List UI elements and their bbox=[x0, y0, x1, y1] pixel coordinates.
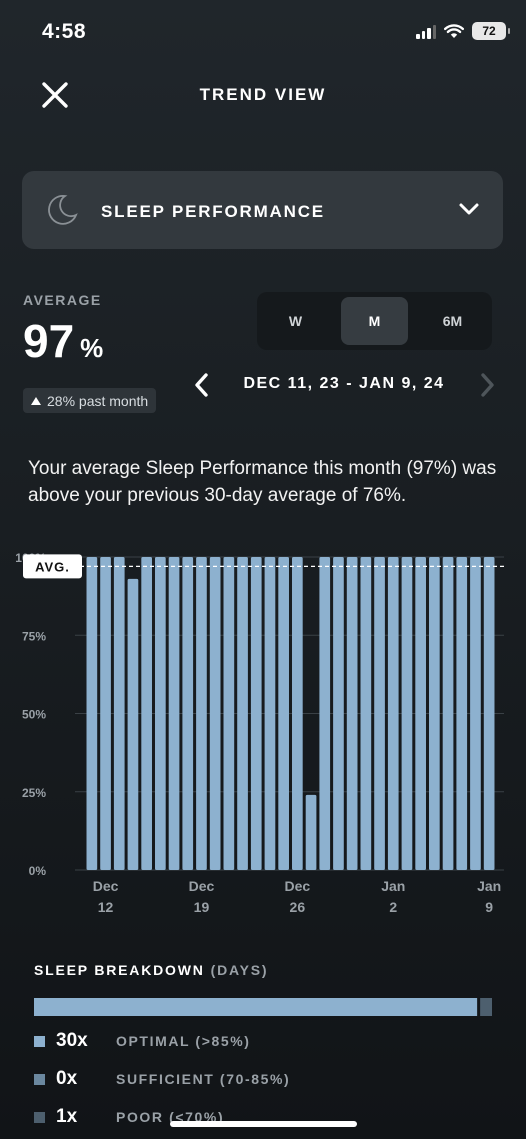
average-unit: % bbox=[80, 333, 104, 363]
status-time: 4:58 bbox=[42, 20, 87, 43]
legend-sufficient: 0x SUFFICIENT (70-85%) bbox=[34, 1068, 290, 1090]
x-tick-label: 26 bbox=[290, 899, 306, 915]
chevron-left-icon[interactable] bbox=[193, 372, 211, 398]
bar bbox=[401, 557, 413, 870]
bar bbox=[319, 557, 331, 870]
optimal-swatch bbox=[34, 1035, 45, 1047]
tab-week[interactable]: W bbox=[288, 313, 303, 329]
optimal-label: OPTIMAL (>85%) bbox=[116, 1033, 251, 1049]
status-icons: 72 bbox=[416, 22, 510, 40]
bar bbox=[223, 557, 235, 870]
optimal-count: 30x bbox=[56, 1030, 88, 1051]
cellular-signal-icon bbox=[416, 23, 436, 39]
bar bbox=[250, 557, 262, 870]
moon-icon bbox=[48, 194, 78, 225]
bar bbox=[387, 557, 399, 870]
poor-count: 1x bbox=[56, 1106, 78, 1127]
bar bbox=[483, 557, 495, 870]
bar bbox=[237, 557, 248, 870]
change-badge: 28% past month bbox=[23, 388, 157, 413]
bar bbox=[196, 557, 207, 870]
bar bbox=[305, 794, 317, 870]
bar bbox=[264, 557, 276, 870]
page-title: TREND VIEW bbox=[199, 85, 327, 104]
chevron-right-icon[interactable] bbox=[478, 372, 496, 398]
bar bbox=[429, 557, 440, 870]
breakdown-subtitle: (DAYS) bbox=[210, 962, 269, 978]
bar bbox=[346, 557, 358, 870]
bar bbox=[360, 557, 372, 870]
bar bbox=[470, 557, 481, 870]
triangle-up-icon bbox=[31, 396, 41, 405]
sleep-performance-chart: 0%25%50%75%100%AVG.Dec12Dec19Dec26Jan2Ja… bbox=[15, 551, 504, 915]
bar bbox=[442, 557, 454, 870]
poor-swatch bbox=[34, 1111, 45, 1123]
average-number: 97 bbox=[23, 315, 75, 367]
sufficient-count: 0x bbox=[56, 1068, 78, 1089]
x-tick-label: Dec bbox=[93, 878, 119, 894]
x-tick-label: 9 bbox=[485, 899, 493, 915]
change-text: 28% past month bbox=[47, 392, 149, 409]
breakdown-segment bbox=[34, 998, 478, 1016]
legend-optimal: 30x OPTIMAL (>85%) bbox=[34, 1030, 251, 1052]
average-label: AVERAGE bbox=[23, 292, 102, 308]
chevron-down-icon[interactable] bbox=[458, 200, 480, 218]
bar bbox=[374, 557, 385, 870]
bar bbox=[100, 557, 111, 870]
period-selector: W M 6M bbox=[257, 292, 492, 350]
x-tick-label: 19 bbox=[194, 899, 210, 915]
summary-text: Your average Sleep Performance this mont… bbox=[28, 458, 497, 506]
bar bbox=[86, 557, 98, 870]
average-tag-label: AVG. bbox=[35, 559, 70, 574]
bar bbox=[155, 557, 166, 870]
metric-label: SLEEP PERFORMANCE bbox=[101, 202, 325, 221]
bar bbox=[113, 557, 125, 870]
y-tick-label: 25% bbox=[22, 786, 46, 800]
bar bbox=[333, 557, 344, 870]
bar bbox=[127, 578, 139, 870]
breakdown-title: SLEEP BREAKDOWN (DAYS) bbox=[34, 962, 268, 978]
wifi-icon bbox=[444, 23, 464, 38]
bar bbox=[415, 557, 426, 870]
bar bbox=[209, 557, 221, 870]
home-indicator[interactable] bbox=[170, 1121, 357, 1127]
y-tick-label: 75% bbox=[22, 629, 46, 643]
x-tick-label: 2 bbox=[389, 899, 397, 915]
metric-selector[interactable] bbox=[22, 171, 503, 249]
breakdown-title-text: SLEEP BREAKDOWN bbox=[34, 962, 205, 978]
x-tick-label: 12 bbox=[98, 899, 114, 915]
tab-month[interactable]: M bbox=[341, 297, 408, 345]
bar bbox=[456, 557, 468, 870]
battery-icon: 72 bbox=[472, 22, 510, 40]
sufficient-swatch bbox=[34, 1073, 45, 1085]
bar bbox=[168, 557, 180, 870]
x-tick-label: Jan bbox=[477, 878, 501, 894]
x-tick-label: Jan bbox=[381, 878, 405, 894]
close-icon[interactable] bbox=[40, 80, 70, 110]
average-tag bbox=[23, 554, 82, 579]
date-range: DEC 11, 23 - JAN 9, 24 bbox=[243, 375, 445, 392]
bar bbox=[278, 557, 289, 870]
bar bbox=[141, 557, 152, 870]
x-tick-label: Dec bbox=[285, 878, 311, 894]
y-tick-label: 50% bbox=[22, 708, 46, 722]
breakdown-segment bbox=[480, 998, 492, 1016]
x-tick-label: Dec bbox=[189, 878, 215, 894]
bar bbox=[182, 557, 194, 870]
breakdown-bar bbox=[34, 998, 492, 1016]
bar bbox=[292, 557, 303, 870]
tab-6-months[interactable]: 6M bbox=[442, 313, 463, 329]
sufficient-label: SUFFICIENT (70-85%) bbox=[116, 1071, 291, 1087]
average-value: 97% bbox=[23, 316, 103, 373]
y-tick-label: 0% bbox=[29, 864, 47, 878]
